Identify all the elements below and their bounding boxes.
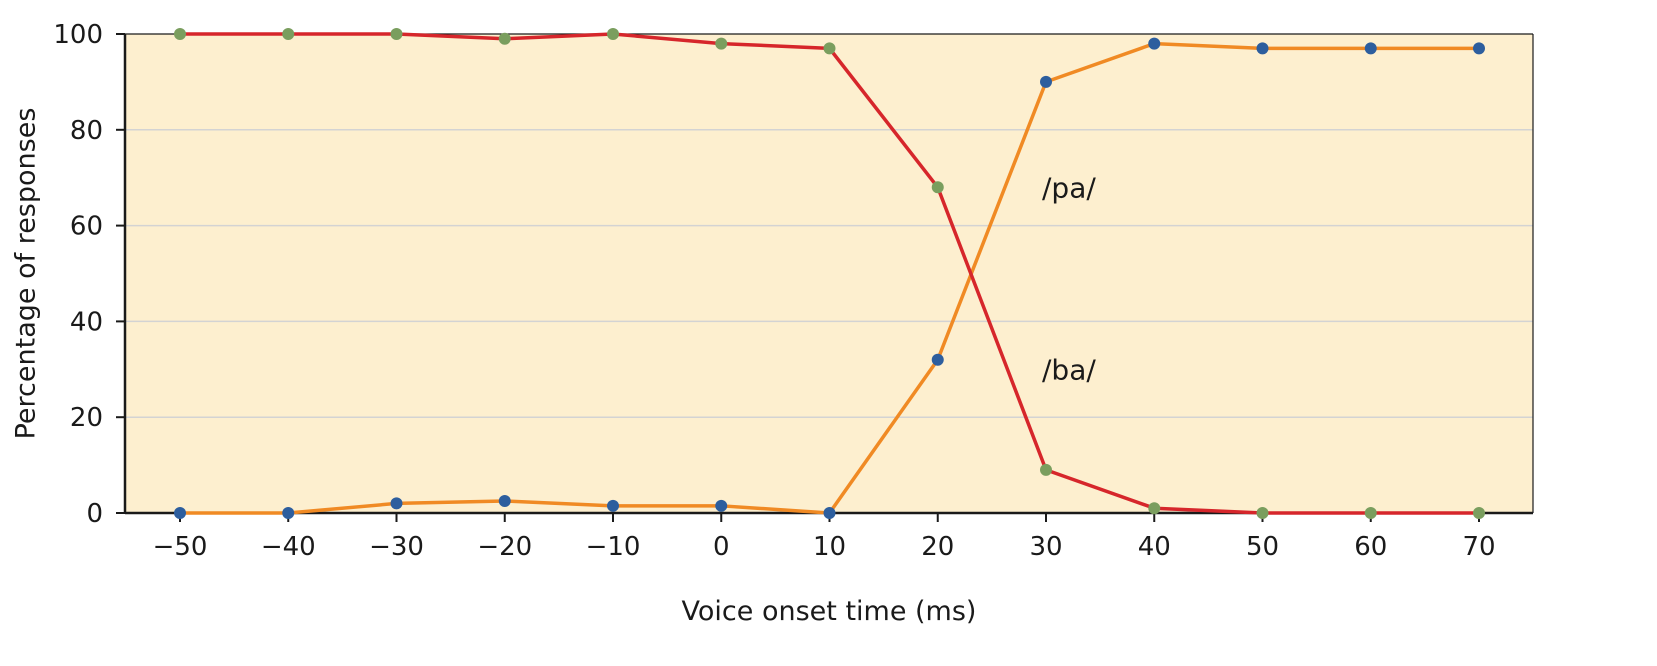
data-point [1148,502,1161,515]
y-tick-label: 40 [70,307,103,337]
data-point [498,32,511,45]
data-point [1040,463,1052,476]
series-label: /pa/ [1042,171,1096,204]
x-tick-label: −30 [369,532,424,562]
y-axis-label: Percentage of responses [10,108,41,440]
x-tick-label: 50 [1246,532,1279,562]
data-point [1473,507,1485,519]
data-point [823,42,836,55]
x-tick-label: 30 [1029,532,1062,562]
data-point [931,353,944,366]
y-tick-label: 100 [53,20,103,50]
x-tick-label: −40 [261,532,316,562]
data-point [1148,37,1161,50]
y-tick-label: 80 [70,116,103,146]
data-point [498,495,511,508]
data-point [715,499,728,512]
series-label: /ba/ [1042,353,1096,386]
data-point [1364,507,1377,519]
series-layer [174,28,1485,519]
data-point [1040,75,1052,88]
data-point [1473,42,1485,55]
x-axis-label: Voice onset time (ms) [682,596,977,627]
data-point [823,507,836,519]
x-tick-label: 70 [1462,532,1495,562]
x-tick-label: 40 [1138,532,1171,562]
data-point [174,28,186,40]
y-tick-layer: 0 20 40 60 80 100 [53,20,125,529]
grid-layer [125,129,1533,418]
data-point [174,507,186,519]
x-tick-label: 10 [813,532,846,562]
y-tick-label: 20 [70,403,103,433]
data-point [1256,42,1269,55]
x-tick-label: 60 [1354,532,1387,562]
x-tick-label: −10 [586,532,641,562]
data-point [282,28,295,40]
x-tick-layer: −50 −40 −30 −20 −10 0 10 20 30 40 50 60 70 [153,513,1496,562]
data-point [607,499,619,512]
data-point [607,28,619,40]
plot-area [125,34,1533,513]
data-point [931,181,944,194]
y-tick-label: 60 [70,212,103,242]
data-point [390,28,403,40]
x-tick-label: 20 [921,532,954,562]
data-point [390,497,403,510]
x-tick-label: −20 [477,532,532,562]
x-tick-label: 0 [713,532,730,562]
x-tick-label: −50 [153,532,208,562]
y-tick-label: 0 [86,499,103,529]
data-point [1364,42,1377,55]
annotation-layer: /pa/ /ba/ [1042,171,1096,386]
data-point [1256,507,1269,519]
plot-background-layer [125,34,1533,513]
data-point [282,507,295,519]
data-point [715,37,728,50]
